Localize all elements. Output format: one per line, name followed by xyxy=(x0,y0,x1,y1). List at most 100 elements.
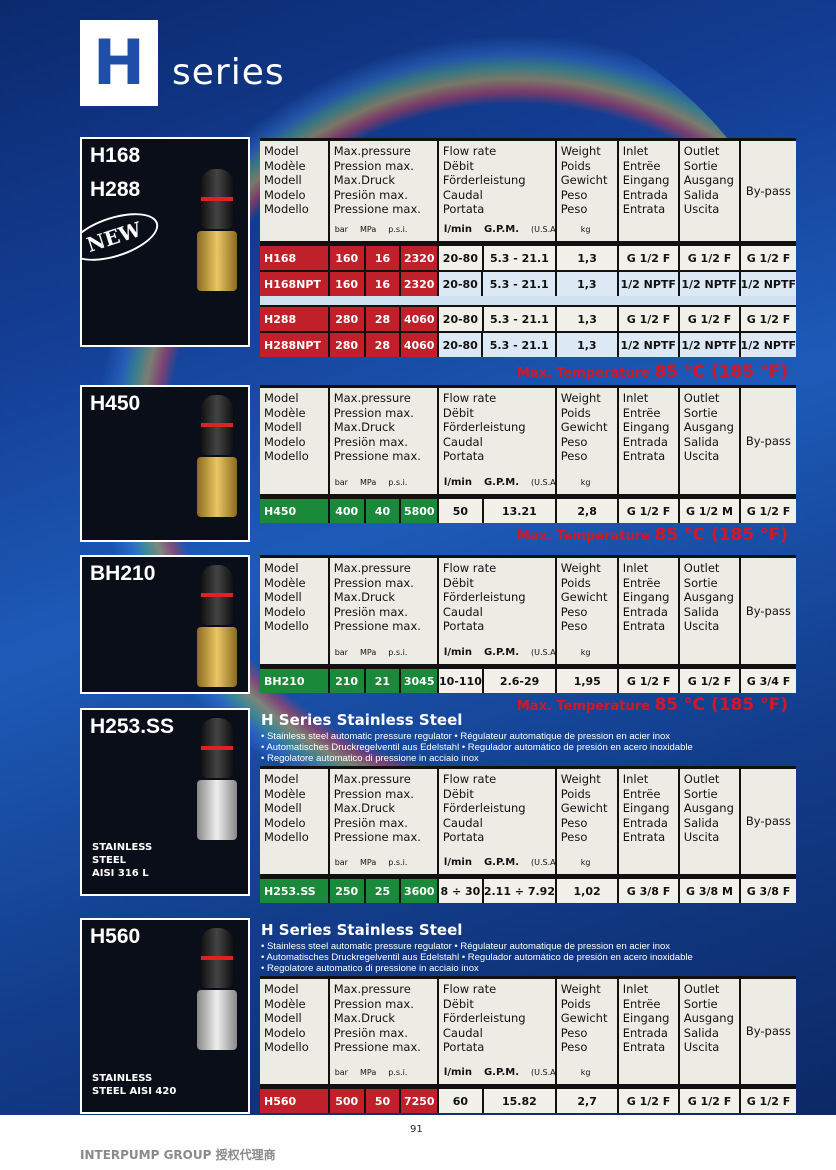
product-box: H450 xyxy=(80,385,250,542)
header-cell: Model Modèle Modell Modelo Modello xyxy=(260,558,328,664)
header-label: Modell xyxy=(264,420,302,434)
header-label: Modello xyxy=(264,830,309,844)
model-cell: H450 xyxy=(260,499,328,523)
value-cell: 210 xyxy=(329,669,364,693)
value-cell: 4060 xyxy=(401,307,438,331)
header-label: Pression max. xyxy=(333,786,414,801)
header-cell: Outlet Sortie Ausgang Salida Uscita xyxy=(679,558,739,664)
header-label: Presiön max. xyxy=(333,815,408,830)
value-cell: G 1/2 F xyxy=(740,246,797,270)
value-cell: 28 xyxy=(365,333,400,357)
header-label: Max.Druck xyxy=(333,1011,395,1025)
header-label: Dëbit xyxy=(442,575,474,590)
header-label: Förderleistung xyxy=(442,173,526,187)
header-label: Ausgang xyxy=(683,173,734,187)
header-label: Salida xyxy=(683,187,719,202)
header-label: Eingang xyxy=(622,590,670,604)
header-label: Weight xyxy=(560,561,601,575)
header-label: Ausgang xyxy=(683,1011,734,1025)
units-row: kg xyxy=(581,476,591,491)
value-cell: G 1/2 F xyxy=(680,307,739,331)
header-cell: Model Modèle Modell Modelo Modello xyxy=(260,141,328,241)
header-label: Model xyxy=(264,144,299,158)
value-cell: 25 xyxy=(365,879,400,903)
header-label: Entrada xyxy=(622,1025,668,1040)
header-label: Caudal xyxy=(442,1025,483,1040)
unit-label: G.P.M. xyxy=(483,223,519,235)
header-label: Model xyxy=(264,982,299,996)
header-label: Modelo xyxy=(264,815,306,830)
valve-image xyxy=(197,928,237,1050)
unit-label: bar xyxy=(334,857,348,867)
model-cell: H560 xyxy=(260,1089,328,1113)
model-cell: H253.SS xyxy=(260,879,328,903)
header-label: Pressione max. xyxy=(333,1040,421,1054)
value-cell: 1/2 NPTF xyxy=(679,272,739,296)
unit-label: kg xyxy=(580,857,591,867)
header-label: Sortie xyxy=(683,786,718,801)
value-cell: G 3/8 F xyxy=(740,879,797,903)
table-header: Model Modèle Modell Modelo Modello Max.pressu… xyxy=(260,976,796,1084)
table-header: Model Modèle Modell Modelo Modello Max.pressu… xyxy=(260,138,796,241)
header-cell: Flow rate Dëbit Förderleistung Caudal Portat… xyxy=(438,388,555,494)
units-row: l/min G.P.M. (U.S.A.) xyxy=(444,856,555,871)
value-cell: 16 xyxy=(365,246,400,270)
value-cell: 1,95 xyxy=(557,669,618,693)
unit-label: MPa xyxy=(359,224,377,234)
valve-image xyxy=(197,565,237,687)
header-label: Dëbit xyxy=(442,158,474,173)
header-label: Förderleistung xyxy=(442,1011,526,1025)
table-row: H288NPT 280 28 4060 20-80 5.3 - 21.1 1,3 1/2 NP… xyxy=(260,333,796,357)
value-cell: 20-80 xyxy=(439,272,482,296)
header-label: Max.Druck xyxy=(333,420,395,434)
units-row: kg xyxy=(581,856,591,871)
valve-knob xyxy=(201,169,233,229)
header-label: By-pass xyxy=(745,814,791,829)
header-label: Poids xyxy=(560,575,591,590)
header-cell: Outlet Sortie Ausgang Salida Uscita xyxy=(679,141,739,241)
header-label: Entrata xyxy=(622,1040,666,1054)
value-cell: 28 xyxy=(365,307,400,331)
header-label: By-pass xyxy=(745,183,791,198)
value-cell: 5.3 - 21.1 xyxy=(483,333,555,357)
header-label: Sortie xyxy=(683,405,718,420)
header-label: Model xyxy=(264,772,299,786)
value-cell: G 1/2 F xyxy=(619,669,679,693)
unit-label: (U.S.A.) xyxy=(531,1067,555,1077)
header-label: Flow rate xyxy=(442,561,497,575)
header-label: Ausgang xyxy=(683,590,734,604)
header-label: Max.Druck xyxy=(333,801,395,815)
value-cell: 3600 xyxy=(401,879,438,903)
header-label: Max.Druck xyxy=(333,590,395,604)
header-label: Flow rate xyxy=(442,982,497,996)
header-label: Modell xyxy=(264,1011,302,1025)
header-label: Dëbit xyxy=(442,996,474,1011)
header-label: Modèle xyxy=(264,405,306,420)
max-temperature: Max. Temperature 85 °C (185 °F) xyxy=(517,525,788,545)
value-cell: 400 xyxy=(329,499,364,523)
value-cell: 250 xyxy=(329,879,364,903)
valve-body xyxy=(197,990,237,1050)
header-label: Portata xyxy=(442,202,485,216)
units-row: kg xyxy=(581,223,591,238)
value-cell: 2.11 ÷ 7.92 xyxy=(483,879,556,903)
units-row: kg xyxy=(581,646,591,661)
value-cell: G 1/2 M xyxy=(680,499,739,523)
product-name: H253.SS xyxy=(90,715,175,738)
valve-knob xyxy=(201,718,233,778)
value-cell: 2320 xyxy=(401,272,437,296)
header-label: Caudal xyxy=(442,187,483,202)
temperature-value: 85 °C (185 °F) xyxy=(654,695,788,715)
unit-label: l/min xyxy=(443,223,472,235)
value-cell: 21 xyxy=(365,669,400,693)
header-label: Eingang xyxy=(622,173,670,187)
header-cell: By-pass xyxy=(740,558,796,664)
header-label: Entrada xyxy=(622,604,668,619)
value-cell: 1/2 NPTF xyxy=(740,272,796,296)
header-label: Pression max. xyxy=(333,158,414,173)
header-label: Modèle xyxy=(264,786,306,801)
caption-line: STEEL AISI 420 xyxy=(92,1086,177,1097)
new-badge: NEW xyxy=(82,203,164,271)
